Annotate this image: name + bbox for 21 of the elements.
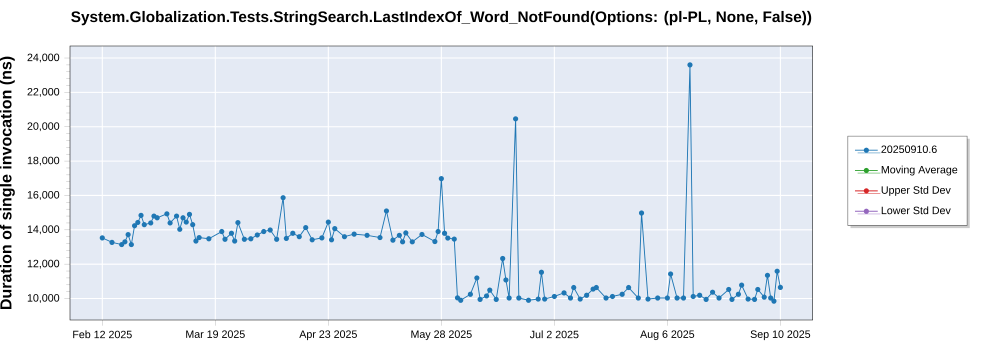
y-axis-title: Duration of single invocation (ns) — [0, 56, 15, 310]
x-tick-label: Feb 12 2025 — [73, 330, 132, 338]
x-tick-label: Mar 19 2025 — [186, 330, 245, 338]
y-tick-label: 20,000 — [28, 122, 60, 132]
y-tick-label: 22,000 — [28, 88, 60, 97]
chart-title: System.Globalization.Tests.StringSearch.LastIndexOf_Word_NotFound(Options: (pl-PL, None, False)) — [71, 10, 812, 26]
legend-label: Upper Std Dev — [882, 186, 951, 196]
y-tick-label: 10,000 — [28, 294, 60, 303]
x-tick-label: May 28 2025 — [411, 330, 472, 340]
y-tick-label: 18,000 — [28, 156, 60, 166]
x-tick-label: Sep 10 2025 — [750, 330, 810, 340]
x-tick-label: Apr 23 2025 — [299, 330, 357, 340]
legend-label: 20250910.6 — [881, 145, 937, 154]
y-tick-label: 16,000 — [28, 191, 60, 200]
legend-label: Lower Std Dev — [882, 206, 951, 214]
x-tick-label: Jul 2 2025 — [530, 330, 578, 338]
y-tick-label: 12,000 — [28, 260, 60, 269]
y-tick-label: 14,000 — [28, 225, 60, 234]
x-tick-label: Aug 6 2025 — [640, 330, 694, 340]
y-tick-label: 24,000 — [28, 54, 60, 62]
legend-label: Moving Average — [882, 166, 958, 176]
